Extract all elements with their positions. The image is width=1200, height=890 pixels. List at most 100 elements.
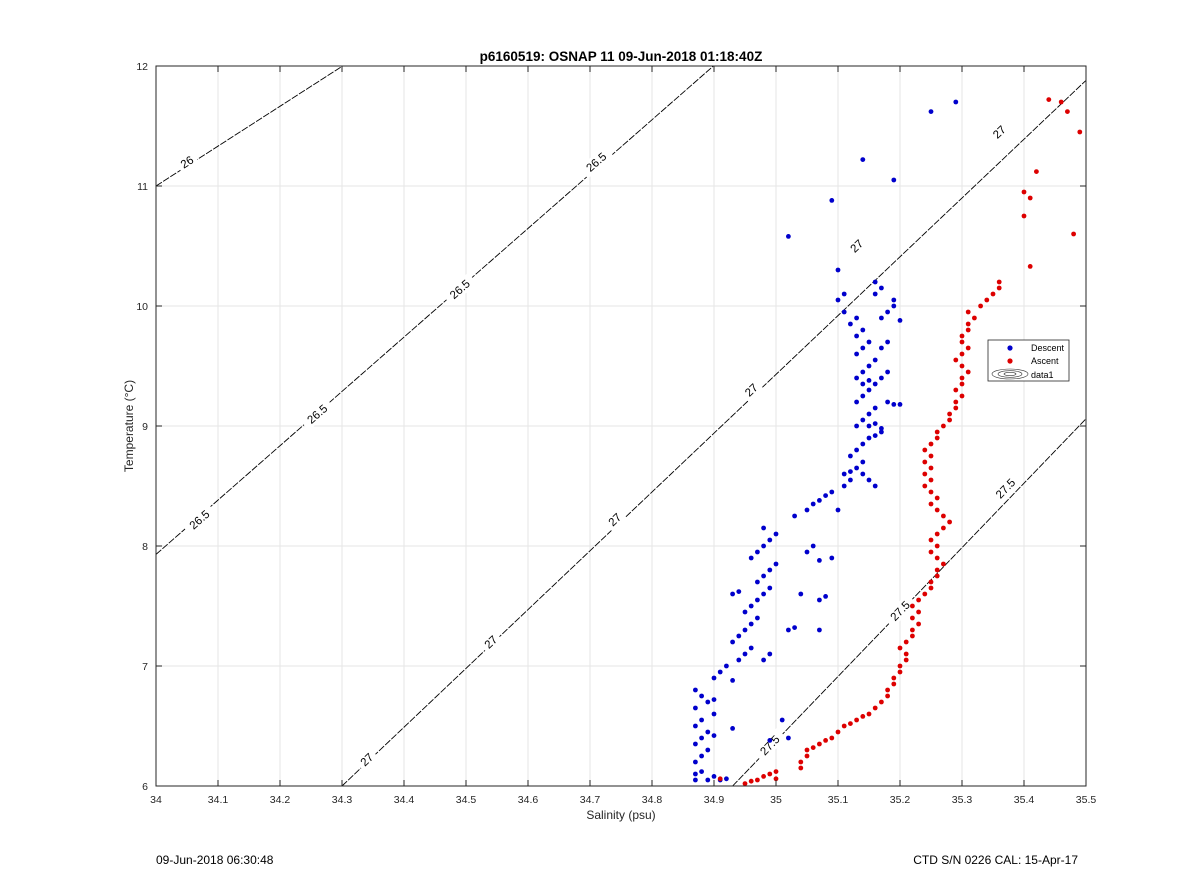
descent-point — [879, 429, 884, 435]
descent-point — [854, 375, 859, 381]
ascent-point — [835, 729, 841, 735]
ascent-point — [1027, 264, 1033, 269]
descent-point — [810, 501, 816, 507]
x-tick-label: 34.9 — [704, 794, 725, 806]
descent-point — [860, 381, 866, 387]
ascent-point — [866, 711, 872, 717]
x-tick-label: 35 — [770, 794, 782, 806]
ascent-point — [1021, 213, 1027, 219]
contour-label-bg — [988, 471, 1023, 506]
y-tick-label: 6 — [142, 781, 148, 793]
legend-label-data1: data1 — [1031, 370, 1054, 380]
descent-point — [872, 279, 878, 285]
y-tick-label: 7 — [142, 661, 148, 673]
ascent-point — [810, 745, 816, 750]
ascent-point — [891, 681, 897, 687]
descent-point — [730, 678, 735, 683]
y-tick-label: 8 — [142, 541, 148, 553]
ascent-point — [978, 303, 983, 309]
descent-point — [724, 776, 729, 782]
ascent-point — [965, 369, 971, 375]
ascent-point — [934, 429, 940, 435]
ascent-point — [947, 519, 952, 525]
descent-point — [879, 375, 884, 381]
descent-point — [761, 657, 766, 663]
ascent-point — [941, 525, 946, 531]
ascent-point — [922, 447, 928, 453]
descent-point — [730, 591, 735, 597]
descent-point — [767, 537, 773, 543]
ascent-point — [1046, 97, 1052, 102]
descent-point — [866, 378, 872, 383]
descent-point — [885, 369, 890, 375]
descent-point — [693, 741, 698, 747]
descent-point — [724, 663, 729, 669]
descent-point — [717, 669, 723, 675]
descent-point — [879, 285, 884, 291]
ascent-point — [1027, 195, 1033, 201]
ascent-point — [1058, 99, 1064, 105]
descent-point — [761, 573, 766, 579]
descent-point — [928, 109, 934, 114]
descent-point — [860, 459, 866, 465]
y-tick-label: 12 — [136, 61, 148, 73]
descent-point — [817, 627, 822, 633]
y-tick-label: 9 — [142, 421, 148, 433]
ascent-point — [848, 721, 853, 726]
ascent-point — [953, 387, 959, 393]
legend-box — [987, 339, 1070, 382]
ascent-point — [965, 327, 971, 333]
descent-point — [817, 597, 822, 603]
descent-point — [755, 549, 760, 555]
legend-label-ascent: Ascent — [1031, 356, 1059, 366]
descent-point — [866, 411, 872, 417]
descent-point — [736, 657, 742, 663]
descent-point — [854, 351, 859, 357]
descent-point — [848, 453, 853, 459]
contour-label-bg — [299, 397, 335, 431]
ascent-point — [1077, 129, 1083, 135]
descent-point — [841, 471, 847, 477]
descent-point — [872, 483, 878, 489]
ascent-point — [885, 693, 890, 699]
legend-marker-descent — [1007, 345, 1013, 351]
contour-label: 26 — [174, 150, 200, 174]
descent-point — [897, 402, 903, 407]
descent-point — [891, 303, 897, 309]
ascent-point — [941, 513, 946, 519]
ascent-point — [934, 435, 940, 441]
ascent-point — [953, 399, 959, 405]
descent-point — [866, 477, 872, 483]
descent-point — [693, 705, 698, 711]
descent-point — [730, 726, 735, 731]
descent-point — [891, 177, 897, 183]
descent-point — [872, 291, 878, 297]
descent-point — [755, 579, 760, 585]
descent-point — [854, 465, 859, 471]
x-tick-label: 35.4 — [1014, 794, 1035, 806]
descent-point — [872, 381, 878, 387]
ascent-point — [972, 315, 977, 321]
footer-timestamp: 09-Jun-2018 06:30:48 — [156, 853, 274, 867]
descent-point — [693, 759, 698, 765]
ascent-point — [928, 585, 934, 591]
y-axis-label: Temperature (°C) — [122, 380, 136, 472]
chart-title: p6160519: OSNAP 11 09-Jun-2018 01:18:40Z — [480, 49, 763, 64]
descent-point — [748, 555, 754, 561]
contour-label-bg — [844, 234, 869, 258]
descent-point — [879, 426, 884, 431]
descent-point — [854, 447, 859, 453]
descent-point — [872, 405, 878, 411]
descent-point — [748, 621, 754, 627]
descent-point — [711, 697, 717, 702]
descent-point — [755, 597, 760, 603]
ascent-point — [742, 781, 748, 786]
ascent-point — [959, 351, 965, 357]
descent-point — [742, 651, 748, 657]
descent-point — [810, 543, 816, 549]
ascent-point — [1034, 169, 1039, 175]
descent-point — [860, 327, 866, 333]
descent-point — [891, 402, 897, 407]
descent-point — [705, 699, 711, 705]
